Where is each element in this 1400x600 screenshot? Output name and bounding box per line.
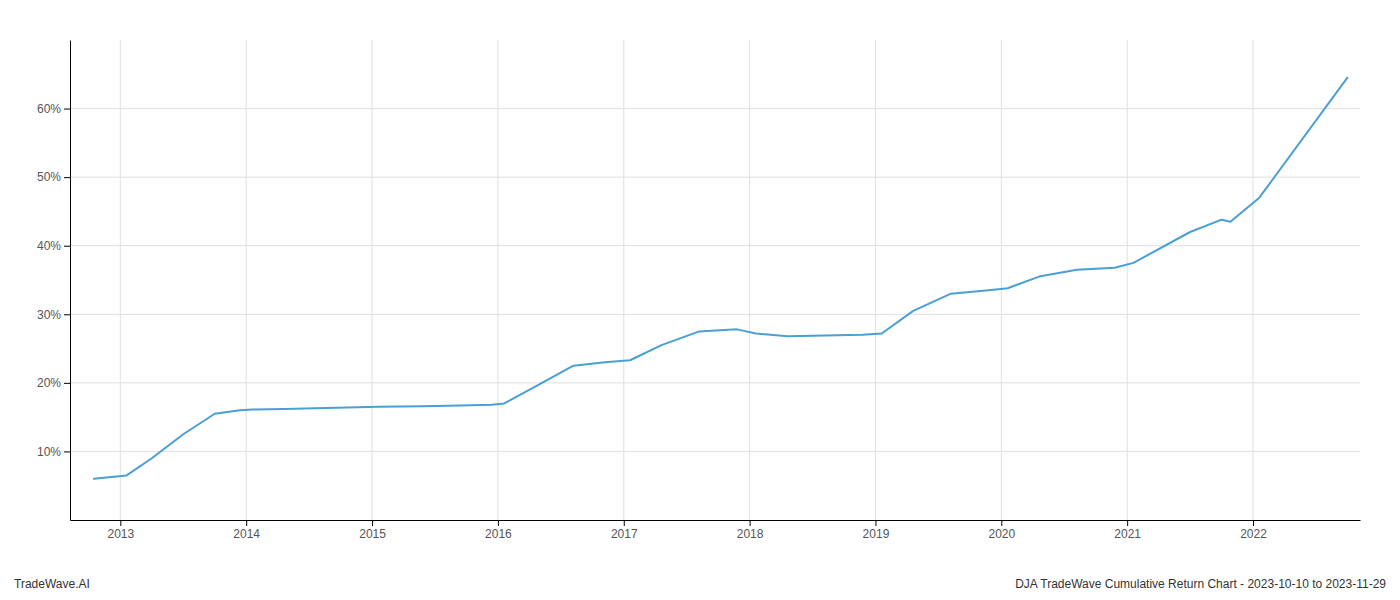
grid-line-x <box>120 40 121 520</box>
x-tick-mark <box>372 520 373 526</box>
grid-line-y <box>70 382 1360 383</box>
x-tick-label: 2021 <box>1114 527 1141 541</box>
grid-line-y <box>70 451 1360 452</box>
y-axis-line <box>70 41 71 521</box>
y-tick: 50% <box>37 170 70 184</box>
x-tick-mark <box>624 520 625 526</box>
grid-line-y <box>70 177 1360 178</box>
y-tick-mark <box>64 246 70 247</box>
x-tick: 2021 <box>1114 520 1141 541</box>
y-tick-mark <box>64 383 70 384</box>
plot-area <box>94 78 1348 479</box>
x-tick-mark <box>246 520 247 526</box>
x-tick-label: 2015 <box>359 527 386 541</box>
y-tick-mark <box>64 109 70 110</box>
x-tick-label: 2017 <box>611 527 638 541</box>
y-axis: 10% 20% 30% 40% 50% 60% <box>37 41 71 521</box>
x-tick: 2014 <box>233 520 260 541</box>
y-tick: 60% <box>37 102 70 116</box>
x-tick: 2013 <box>107 520 134 541</box>
grid <box>70 40 1360 520</box>
y-tick-label: 10% <box>37 445 61 459</box>
x-tick: 2015 <box>359 520 386 541</box>
grid-line-x <box>1253 40 1254 520</box>
y-tick-mark <box>64 177 70 178</box>
grid-line-x <box>246 40 247 520</box>
x-tick-mark <box>875 520 876 526</box>
grid-line-y <box>70 108 1360 109</box>
x-tick: 2019 <box>863 520 890 541</box>
x-tick: 2020 <box>988 520 1015 541</box>
x-tick-label: 2016 <box>485 527 512 541</box>
x-tick-mark <box>750 520 751 526</box>
chart-container: 2013 2014 2015 2016 2017 2018 2019 2020 2021 2022… <box>0 0 1400 600</box>
y-tick-label: 30% <box>37 308 61 322</box>
x-tick-mark <box>498 520 499 526</box>
y-tick-mark <box>64 451 70 452</box>
grid-line-x <box>1127 40 1128 520</box>
grid-line-x <box>623 40 624 520</box>
footer-text: TradeWave.AI <box>14 577 90 591</box>
y-tick-label: 50% <box>37 170 61 184</box>
y-tick: 10% <box>37 445 70 459</box>
x-tick-label: 2022 <box>1240 527 1267 541</box>
grid-line-x <box>497 40 498 520</box>
x-tick-label: 2018 <box>737 527 764 541</box>
x-tick-mark <box>1127 520 1128 526</box>
line <box>94 78 1348 479</box>
x-tick-label: 2019 <box>863 527 890 541</box>
grid-line-x <box>875 40 876 520</box>
footer: TradeWave.AI DJA TradeWave Cumulative Ret… <box>14 577 1386 591</box>
grid-line-y <box>70 314 1360 315</box>
x-tick-mark <box>1001 520 1002 526</box>
grid-line-x <box>1001 40 1002 520</box>
x-axis-line <box>71 520 1361 521</box>
x-tick: 2018 <box>737 520 764 541</box>
x-tick: 2016 <box>485 520 512 541</box>
y-tick: 30% <box>37 308 70 322</box>
x-tick-mark <box>120 520 121 526</box>
x-tick-label: 2020 <box>988 527 1015 541</box>
x-tick-label: 2013 <box>107 527 134 541</box>
grid-line-x <box>749 40 750 520</box>
x-axis: 2013 2014 2015 2016 2017 2018 2019 2020 2021 2022 <box>71 520 1361 541</box>
footer-text: DJA TradeWave Cumulative Return Chart - … <box>1015 577 1386 591</box>
y-tick-label: 20% <box>37 376 61 390</box>
y-tick: 40% <box>37 239 70 253</box>
y-tick: 20% <box>37 376 70 390</box>
chart-svg: 2013 2014 2015 2016 2017 2018 2019 2020 2021 2022… <box>0 0 1400 600</box>
x-tick-label: 2014 <box>233 527 260 541</box>
y-tick-label: 40% <box>37 239 61 253</box>
x-tick-mark <box>1253 520 1254 526</box>
y-tick-mark <box>64 314 70 315</box>
y-tick-label: 60% <box>37 102 61 116</box>
x-tick: 2017 <box>611 520 638 541</box>
x-tick: 2022 <box>1240 520 1267 541</box>
grid-line-x <box>372 40 373 520</box>
